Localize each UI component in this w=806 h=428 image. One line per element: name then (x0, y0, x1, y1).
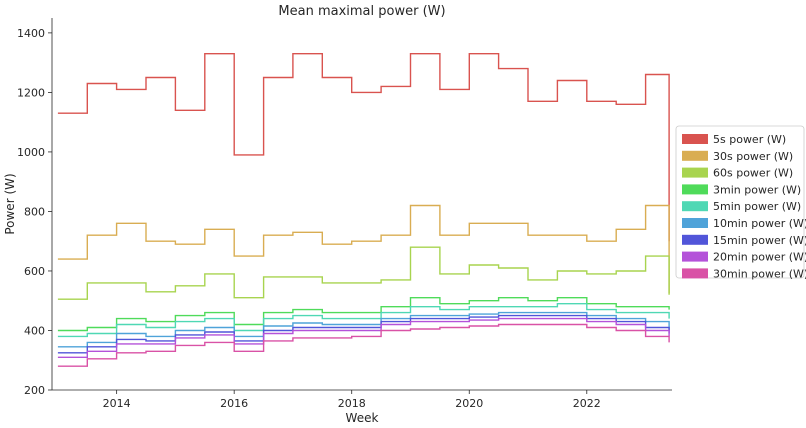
x-tick-label: 2022 (573, 397, 601, 410)
legend-entries: 5s power (W) 30s power (W) 60s power (W) 3m… (682, 133, 806, 280)
y-ticks: 200 400 600 800 1000 1200 1400 (17, 27, 52, 397)
legend-swatch (682, 218, 708, 228)
series-line-4 (57, 297, 670, 332)
series-line-2 (57, 204, 670, 294)
x-tick-label: 2020 (455, 397, 483, 410)
y-tick-label: 800 (24, 205, 45, 218)
y-tick-label: 1400 (17, 27, 45, 40)
legend-label: 3min power (W) (713, 183, 801, 196)
legend-label: 20min power (W) (713, 251, 806, 264)
legend-swatch (682, 184, 708, 195)
legend-swatch (682, 251, 708, 262)
plot-lines (57, 53, 670, 367)
x-ticks: 2014 2016 2018 2020 2022 (103, 390, 601, 410)
x-tick-label: 2014 (103, 397, 131, 410)
x-tick-label: 2016 (220, 397, 248, 410)
y-tick-label: 600 (24, 265, 45, 278)
legend-label: 30min power (W) (713, 267, 806, 280)
x-tick-label: 2018 (338, 397, 366, 410)
legend-swatch (682, 150, 708, 161)
legend-label: 5s power (W) (713, 133, 786, 146)
legend-swatch (682, 167, 708, 178)
legend-swatch (682, 134, 708, 144)
legend-label: 15min power (W) (713, 234, 806, 247)
series-line-3 (57, 246, 670, 300)
legend-label: 10min power (W) (713, 217, 806, 230)
y-tick-label: 1000 (17, 146, 45, 159)
series-line-5 (57, 303, 670, 338)
legend-label: 30s power (W) (713, 150, 793, 163)
legend-swatch (682, 268, 708, 279)
legend-swatch (682, 234, 708, 245)
x-axis-title: Week (346, 411, 379, 425)
series-line-6 (57, 311, 670, 348)
series-line-1 (57, 53, 670, 242)
legend-label: 60s power (W) (713, 167, 793, 180)
legend: 5s power (W) 30s power (W) 60s power (W) 3m… (675, 125, 806, 280)
y-tick-label: 200 (24, 384, 45, 397)
y-tick-label: 1200 (17, 86, 45, 99)
legend-swatch (682, 201, 708, 212)
y-tick-label: 400 (24, 324, 45, 337)
y-axis-title: Power (W) (3, 173, 17, 234)
legend-label: 5min power (W) (713, 200, 801, 213)
series-line-9 (57, 323, 670, 367)
chart-title: Mean maximal power (W) (278, 4, 445, 19)
